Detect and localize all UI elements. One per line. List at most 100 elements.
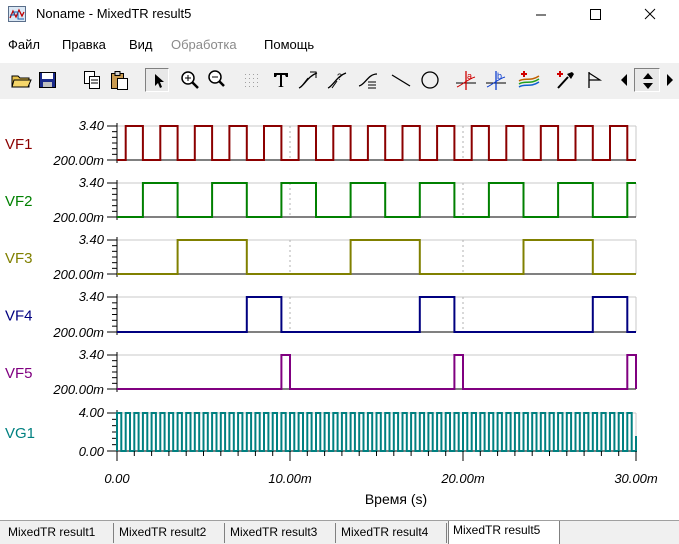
zoom-100-icon — [208, 70, 225, 87]
series-label-vf5: VF5 — [5, 365, 33, 382]
select-button[interactable] — [145, 68, 169, 92]
flag-button[interactable] — [583, 68, 607, 92]
y-tick-label-top: 3.40 — [79, 347, 105, 362]
paste-icon — [111, 71, 128, 90]
menu-processing[interactable]: Обработка — [171, 37, 237, 52]
close-icon — [644, 8, 656, 20]
minimize-icon — [536, 14, 546, 16]
tab-result4[interactable]: MixedTR result4 — [337, 523, 447, 543]
text-tool-button[interactable] — [269, 68, 293, 92]
circle-tool-button[interactable] — [418, 68, 442, 92]
tab-result5[interactable]: MixedTR result5 — [448, 521, 560, 544]
menu-help[interactable]: Помощь — [264, 37, 315, 52]
series-trace-vg1 — [116, 412, 637, 452]
marker-a-icon: a — [456, 71, 476, 90]
tab-result1[interactable]: MixedTR result1 — [4, 523, 114, 543]
series-trace-vf4 — [117, 296, 636, 333]
x-tick-label: 0.00 — [104, 471, 130, 486]
series-trace-vf1 — [117, 125, 636, 161]
trace-panel-vf3: 3.40 200.00m VF3 — [5, 232, 637, 282]
marker-b-icon: b — [486, 71, 506, 90]
svg-text:a: a — [467, 71, 472, 81]
menu-view[interactable]: Вид — [129, 37, 153, 52]
curve-icon — [358, 73, 378, 89]
circle-icon — [421, 71, 439, 89]
marker-b-button[interactable]: b — [484, 68, 508, 92]
waveform-plot[interactable]: 3.40 200.00m VF1 3.40 200.00m VF2 3.40 200.00m V… — [0, 100, 679, 520]
y-tick-label-bottom: 200.00m — [52, 325, 104, 340]
x-tick-label: 30.00m — [614, 471, 658, 486]
scroll-updown-button[interactable] — [634, 68, 660, 92]
y-tick-label-top: 4.00 — [79, 405, 105, 420]
y-tick-label-top: 3.40 — [79, 289, 105, 304]
series-label-vf3: VF3 — [5, 250, 33, 267]
y-tick-label-top: 3.40 — [79, 118, 105, 133]
y-tick-label-bottom: 200.00m — [52, 267, 104, 282]
scroll-left-button[interactable] — [616, 68, 632, 92]
maximize-button[interactable] — [572, 0, 618, 30]
waveform-add-button[interactable] — [517, 68, 541, 92]
series-trace-vf3 — [117, 239, 636, 275]
save-button[interactable] — [36, 68, 60, 92]
series-trace-vf2 — [117, 182, 636, 218]
minimize-button[interactable] — [518, 0, 564, 30]
copy-icon — [84, 71, 100, 89]
waveform-add-icon — [518, 71, 540, 88]
close-button[interactable] — [627, 0, 673, 30]
copy-button[interactable] — [81, 68, 105, 92]
trace-panel-vg1: 4.00 0.00 VG1 — [5, 405, 637, 459]
tab-result2[interactable]: MixedTR result2 — [115, 523, 225, 543]
x-tick-label: 20.00m — [440, 471, 485, 486]
curve-button[interactable] — [356, 68, 380, 92]
scroll-right-button[interactable] — [662, 68, 678, 92]
scroll-right-icon — [667, 74, 673, 86]
text-tool-icon — [274, 73, 288, 87]
app-icon — [8, 6, 26, 22]
tab-result3[interactable]: MixedTR result3 — [226, 523, 336, 543]
cursor-b-button[interactable]: ? — [325, 68, 349, 92]
series-label-vf2: VF2 — [5, 193, 33, 210]
cursor-a-button[interactable] — [296, 68, 320, 92]
series-label-vf1: VF1 — [5, 136, 33, 153]
flag-icon — [588, 72, 603, 88]
waveform-chart: 3.40 200.00m VF1 3.40 200.00m VF2 3.40 200.00m V… — [5, 118, 658, 507]
trace-panel-vf2: 3.40 200.00m VF2 — [5, 175, 637, 225]
line-icon — [391, 74, 411, 87]
series-label-vf4: VF4 — [5, 308, 33, 325]
zoom-in-button[interactable] — [178, 68, 202, 92]
scroll-left-icon — [621, 74, 627, 86]
scroll-updown-icon — [643, 73, 653, 89]
x-axis-label: Время (s) — [365, 491, 427, 507]
svg-text:b: b — [497, 71, 502, 81]
open-folder-icon — [11, 75, 32, 88]
result-tabs: MixedTR result1 MixedTR result2 MixedTR … — [0, 520, 679, 544]
zoom-100-button[interactable] — [205, 68, 229, 92]
zoom-in-icon — [181, 71, 199, 89]
marker-a-button[interactable]: a — [454, 68, 478, 92]
menu-bar: Файл Правка Вид Обработка Помощь — [0, 30, 679, 58]
y-tick-label-bottom: 200.00m — [52, 153, 104, 168]
paste-button[interactable] — [108, 68, 132, 92]
pipette-button[interactable] — [553, 68, 577, 92]
title-bar: Noname - MixedTR result5 — [0, 0, 679, 30]
svg-text:?: ? — [337, 72, 342, 82]
save-icon — [39, 72, 56, 88]
grid-icon — [245, 74, 258, 87]
y-tick-label-bottom: 0.00 — [79, 444, 105, 459]
pipette-icon — [557, 71, 574, 89]
cursor-b-icon: ? — [327, 72, 347, 89]
y-tick-label-bottom: 200.00m — [52, 210, 104, 225]
trace-panel-vf1: 3.40 200.00m VF1 — [5, 118, 637, 168]
trace-panel-vf4: 3.40 200.00m VF4 — [5, 289, 637, 340]
x-tick-label: 10.00m — [268, 471, 312, 486]
window-title: Noname - MixedTR result5 — [36, 6, 192, 21]
select-arrow-icon — [155, 74, 164, 88]
series-trace-vf5 — [117, 354, 637, 390]
line-tool-button[interactable] — [389, 68, 413, 92]
menu-edit[interactable]: Правка — [62, 37, 106, 52]
menu-file[interactable]: Файл — [8, 37, 40, 52]
toolbar: ? a b — [0, 63, 679, 99]
y-tick-label-top: 3.40 — [79, 232, 105, 247]
grid-button[interactable] — [240, 68, 264, 92]
open-button[interactable] — [9, 68, 33, 92]
